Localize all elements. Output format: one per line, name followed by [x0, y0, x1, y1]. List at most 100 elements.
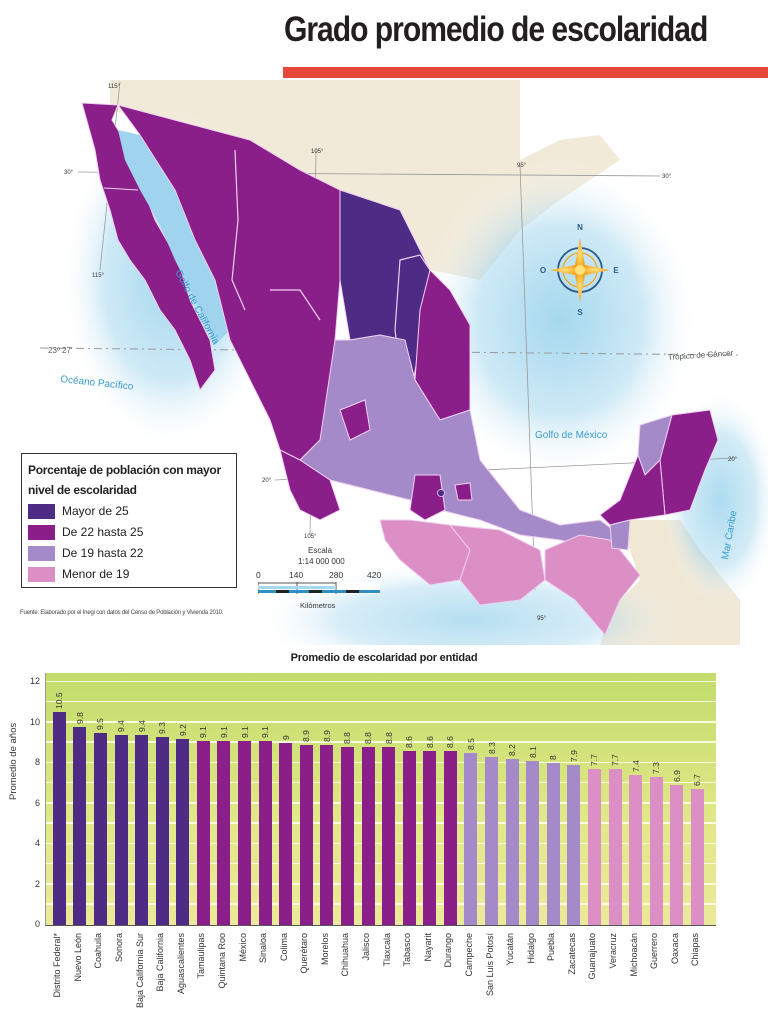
label-golfo-mexico: Golfo de México [535, 430, 608, 441]
bar [238, 740, 252, 925]
legend-item-mayor-25: Mayor de 25 [28, 501, 230, 521]
bar-value-label: 9.8 [74, 711, 85, 724]
bar-value-label: 8.9 [301, 729, 312, 742]
bar-value-label: 8.8 [383, 731, 394, 744]
y-tick-label: 10 [29, 716, 40, 727]
bar [464, 752, 478, 925]
gridline [46, 903, 716, 905]
bar-value-label: 9.1 [218, 725, 229, 738]
bar-value-label: 8.8 [363, 731, 374, 744]
bar [176, 738, 190, 925]
graticule-115-top: 115° [108, 84, 121, 90]
bar [423, 750, 437, 925]
x-category-label: Nayarit [422, 933, 433, 962]
map-scale: Escala 1:14 000 000 0 140 280 420 Kilóme… [254, 546, 384, 616]
graticule-20-right: 20° [728, 457, 738, 463]
chart-title: Promedio de escolaridad por entidad [290, 652, 478, 664]
bar-value-label: 9.5 [95, 717, 106, 730]
x-category-label: Sinaloa [258, 933, 269, 964]
bar-value-label: 6.7 [692, 774, 703, 787]
bar-value-label: 8.1 [527, 746, 538, 758]
gridline [46, 700, 716, 703]
bar [485, 756, 499, 925]
x-category-label: Sonora [114, 933, 125, 963]
x-category-label: Durango [443, 933, 454, 968]
bar [361, 746, 375, 925]
bar [258, 740, 272, 925]
graticule-30-left: 30° [64, 170, 74, 176]
legend-swatch [28, 503, 55, 519]
x-category-label: Oaxaca [669, 933, 680, 965]
graticule-115-bottom: 115° [92, 273, 105, 279]
x-category-label: Aguascalientes [175, 933, 186, 995]
bar [279, 742, 293, 925]
x-category-label: Puebla [546, 933, 557, 962]
bar [93, 732, 107, 925]
gridline [46, 883, 716, 885]
graticule-95-top: 95° [517, 163, 527, 169]
legend-label: Mayor de 25 [62, 504, 129, 518]
scale-tick: 280 [329, 570, 344, 580]
y-tick-label: 4 [34, 838, 40, 848]
scale-bar [258, 582, 380, 594]
bar-value-label: 8 [548, 755, 559, 760]
legend-label: De 19 hasta 22 [62, 546, 144, 560]
x-category-label: Zacatecas [566, 933, 577, 975]
legend-title: Porcentaje de población con mayor nivel … [28, 463, 221, 497]
bar-chart-plot: 10.5 9.8 9.5 9.4 9.4 9.3 9.2 9.1 9.1 9.1 9.1 9 8.9 8.… [45, 673, 716, 926]
x-category-label: Coahuila [93, 933, 104, 969]
bar-value-label: 9.1 [198, 725, 209, 738]
x-category-label: Veracruz [608, 933, 619, 969]
bar [690, 789, 704, 925]
legend-item-menor-19: Menor de 19 [28, 564, 230, 584]
graticule-105-top: 105° [311, 149, 324, 155]
legend-swatch [28, 566, 55, 582]
source-note: Fuente: Elaborado por el Inegi con datos… [20, 610, 224, 616]
legend-label: De 22 hasta 25 [62, 525, 144, 539]
compass-n: N [577, 223, 583, 232]
scale-ratio: 1:14 000 000 [298, 557, 345, 566]
x-category-label: Baja California [155, 933, 166, 992]
gridline [46, 862, 716, 865]
gridline [46, 802, 716, 804]
x-category-label: Nuevo León [72, 933, 83, 982]
bar-value-label: 9.1 [260, 725, 271, 738]
x-category-label: Yucatán [505, 933, 516, 966]
bar-value-label: 7.4 [630, 760, 641, 773]
graticule-105-bottom: 105° [304, 534, 317, 540]
y-tick-label: 0 [34, 919, 40, 929]
bar [505, 758, 519, 925]
bar [587, 769, 601, 925]
title-underline [283, 67, 768, 78]
bar [299, 744, 313, 925]
bar [649, 777, 663, 925]
bar [608, 769, 622, 925]
x-category-label: Tamaulipas [196, 933, 207, 979]
bar [196, 740, 210, 925]
page-title: Grado promedio de escolaridad [284, 10, 708, 49]
bar-value-label: 8.9 [321, 729, 332, 742]
mexico-map: Golfo de California Océano Pacífico Golf… [0, 80, 768, 645]
bar [629, 775, 643, 925]
scale-tick: 140 [289, 570, 304, 580]
scale-tick: 420 [367, 570, 382, 580]
x-category-label: Chiapas [690, 933, 701, 967]
legend-item-22-25: De 22 hasta 25 [28, 522, 230, 542]
bar-value-label: 8.6 [404, 736, 415, 748]
x-category-label: San Luis Potosí [484, 933, 495, 997]
bar-value-label: 8.6 [424, 736, 435, 748]
x-category-label: Hidalgo [525, 933, 536, 964]
x-category-label: Tlaxcala [381, 933, 392, 967]
x-category-label: Chihuahua [340, 933, 351, 977]
x-category-label: Colima [278, 933, 289, 962]
bar-value-label: 7.7 [589, 754, 600, 767]
bar-value-label: 10.5 [54, 692, 65, 710]
gridline [46, 721, 716, 723]
bar-value-label: 8.2 [507, 744, 518, 756]
y-tick-label: 2 [34, 878, 40, 889]
bar [114, 734, 128, 925]
label-tropico-lat: 23º 27' [48, 346, 73, 355]
legend-item-19-22: De 19 hasta 22 [28, 543, 230, 563]
x-category-label: Querétaro [299, 933, 310, 974]
gridline [46, 781, 716, 784]
